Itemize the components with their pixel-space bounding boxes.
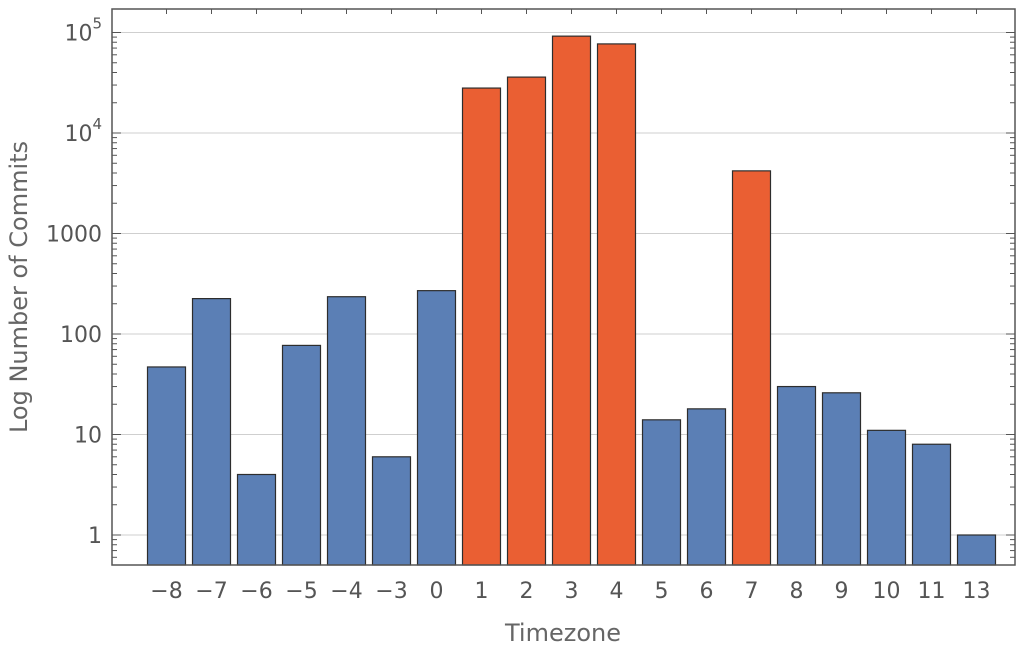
bar-tz-10	[596, 43, 637, 566]
bar-tz-13	[731, 170, 772, 566]
y-tick-label: 10	[74, 424, 102, 449]
bar-tz-8	[506, 76, 547, 566]
x-axis-title: Timezone	[504, 619, 621, 647]
bar-tz-12	[686, 408, 727, 566]
x-tick-label: −8	[150, 579, 182, 604]
x-tick-label: 3	[565, 579, 579, 604]
x-tick-label: 9	[835, 579, 849, 604]
y-tick-label: 105	[64, 15, 102, 47]
y-tick-label: 1	[88, 524, 102, 549]
x-tick-labels: −8 −7 −6 −5 −4 −3 0 1 2 3 4 5 6 7 8 9 10 11 13	[150, 579, 990, 604]
y-tick-labels: 1 10 100 1000 104 105	[46, 15, 102, 550]
x-tick-label: −7	[195, 579, 227, 604]
x-tick-label: −3	[375, 579, 407, 604]
bar-tz-14	[776, 385, 817, 566]
plot-frame	[111, 8, 1016, 566]
y-axis-title: Log Number of Commits	[5, 141, 33, 433]
bar-tz-2	[236, 473, 277, 566]
bar-tz-7	[461, 87, 502, 566]
x-tick-label: 10	[873, 579, 901, 604]
x-tick-label: −5	[285, 579, 317, 604]
x-tick-label: 7	[745, 579, 759, 604]
bar-tz-3	[281, 344, 322, 566]
x-tick-label: 1	[475, 579, 489, 604]
bar-tz-5	[371, 456, 412, 566]
x-tick-label: −4	[330, 579, 362, 604]
x-tick-label: 0	[430, 579, 444, 604]
x-tick-label: 2	[520, 579, 534, 604]
bar-tz-6	[416, 290, 457, 566]
bar-tz-0	[146, 366, 187, 566]
bar-tz-18	[956, 534, 997, 566]
minor-ticks	[112, 9, 1015, 558]
x-tick-label: 5	[655, 579, 669, 604]
x-tick-label: −6	[240, 579, 272, 604]
x-tick-label: 11	[918, 579, 946, 604]
bar-tz-1	[191, 298, 232, 566]
y-tick-label: 1000	[46, 223, 102, 248]
x-tick-label: 6	[700, 579, 714, 604]
bar-tz-16	[866, 429, 907, 566]
bar-tz-4	[326, 296, 367, 566]
bar-tz-11	[641, 419, 682, 566]
bar-tz-17	[911, 443, 952, 566]
bar-tz-15	[821, 392, 862, 566]
x-tick-label: 4	[610, 579, 624, 604]
x-tick-label: 13	[963, 579, 991, 604]
y-tick-label: 100	[60, 323, 102, 348]
bar-tz-9	[551, 35, 592, 566]
bars	[146, 35, 997, 566]
x-tick-label: 8	[790, 579, 804, 604]
y-tick-label: 104	[64, 115, 102, 147]
